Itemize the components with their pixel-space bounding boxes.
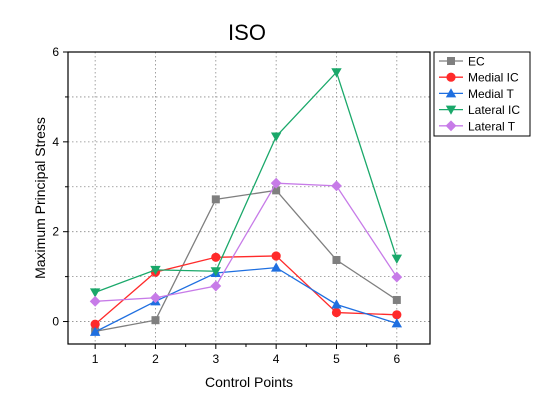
- x-tick-label: 1: [92, 352, 99, 366]
- data-point-lateral-t: [391, 271, 403, 283]
- data-point-medial-ic: [331, 307, 342, 318]
- data-point-lateral-t: [210, 280, 222, 292]
- series-line-medial-t: [94, 266, 398, 333]
- legend-label: Medial T: [468, 87, 514, 101]
- legend-item-lateral-t: Lateral T: [439, 119, 516, 133]
- series-line-medial-ic: [94, 255, 397, 325]
- legend-label: Medial IC: [468, 71, 519, 85]
- x-tick-label: 4: [273, 352, 280, 366]
- y-axis-label: Maximum Principal Stress: [32, 117, 48, 279]
- data-point-ec: [272, 186, 281, 195]
- legend-marker-lateral-ic: [445, 105, 457, 115]
- series-line-lateral-ic: [94, 70, 398, 293]
- legend-label: EC: [468, 55, 485, 69]
- data-point-lateral-ic: [391, 254, 403, 264]
- y-axis-ticks: 0 2 4 6: [52, 45, 68, 329]
- plot-series: [89, 68, 403, 336]
- legend-marker-medial-t: [445, 88, 457, 98]
- series-line-ec: [95, 189, 398, 333]
- data-point-lateral-ic: [270, 132, 282, 142]
- x-tick-label: 6: [393, 352, 400, 366]
- x-axis-ticks: 1 2 3 4 5 6: [92, 344, 400, 366]
- data-point-ec: [392, 295, 401, 304]
- data-point-ec: [332, 255, 341, 264]
- legend-item-lateral-ic: Lateral IC: [439, 103, 520, 117]
- data-point-lateral-t: [150, 292, 161, 304]
- series-medial-ic: [90, 251, 402, 329]
- data-point-lateral-ic: [150, 265, 161, 276]
- data-point-ec: [151, 316, 160, 325]
- x-axis-label: Control Points: [205, 374, 293, 390]
- data-point-lateral-t: [270, 177, 282, 189]
- y-tick-label: 4: [52, 135, 59, 149]
- x-tick-label: 5: [333, 352, 340, 366]
- data-point-lateral-ic: [89, 288, 101, 298]
- series-lateral-t: [89, 177, 403, 307]
- y-tick-label: 6: [52, 45, 59, 59]
- legend: EC Medial IC Medial T Lateral IC Lateral T: [433, 51, 531, 137]
- legend-marker-lateral-t: [445, 120, 457, 132]
- legend-label: Lateral T: [468, 119, 516, 133]
- legend-marker-ec: [447, 57, 455, 65]
- data-point-ec: [211, 195, 220, 204]
- legend-item-ec: EC: [439, 55, 485, 69]
- data-point-medial-ic: [392, 310, 402, 320]
- data-point-medial-ic: [271, 251, 281, 261]
- data-point-medial-t: [391, 318, 403, 328]
- legend-item-medial-ic: Medial IC: [439, 71, 519, 85]
- series-lateral-ic: [89, 68, 403, 298]
- data-point-medial-ic: [90, 319, 100, 329]
- data-point-medial-t: [89, 326, 101, 336]
- series-line-lateral-t: [95, 182, 398, 302]
- chart-title: ISO: [228, 20, 266, 45]
- data-point-lateral-t: [331, 180, 342, 192]
- legend-marker-medial-ic: [446, 72, 456, 82]
- data-point-lateral-t: [89, 295, 101, 307]
- data-point-medial-ic: [211, 252, 221, 262]
- x-tick-label: 3: [212, 352, 219, 366]
- plot-frame: [67, 51, 431, 345]
- y-tick-label: 2: [52, 225, 59, 239]
- data-point-medial-t: [270, 262, 282, 272]
- legend-label: Lateral IC: [468, 103, 520, 117]
- data-point-medial-t: [331, 299, 342, 309]
- x-tick-label: 2: [152, 352, 159, 366]
- data-point-lateral-ic: [210, 267, 222, 277]
- data-point-lateral-ic: [331, 68, 342, 78]
- legend-item-medial-t: Medial T: [439, 87, 514, 101]
- y-tick-label: 0: [52, 315, 59, 329]
